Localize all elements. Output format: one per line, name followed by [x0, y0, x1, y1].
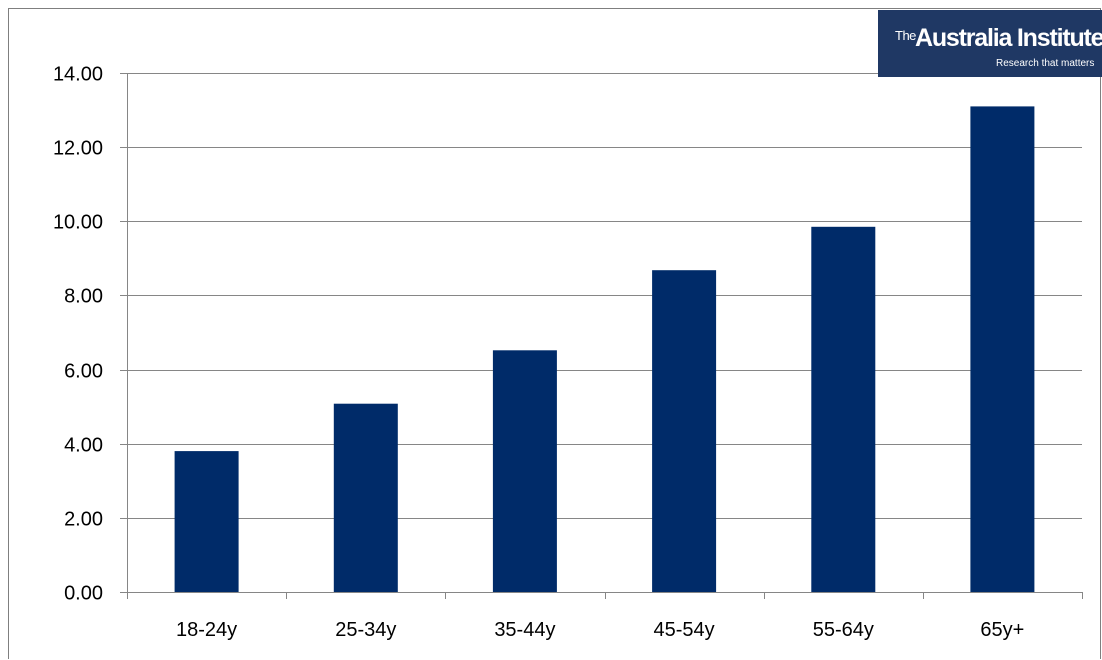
bar-55-64y	[811, 226, 876, 593]
x-tick-label: 25-34y	[335, 619, 396, 641]
bar-18-24y	[174, 451, 239, 592]
logo-name: Australia Institute	[915, 24, 1102, 52]
x-tick-label: 18-24y	[176, 619, 237, 641]
bar-25-34y	[333, 403, 398, 592]
y-tick-label: 12.00	[53, 138, 103, 160]
y-tick-label: 6.00	[64, 361, 103, 383]
bar-65y+	[970, 106, 1035, 593]
x-axis-tick-labels: 18-24y 25-34y 35-44y 45-54y 55-64y 65y+	[176, 619, 1024, 641]
bar-35-44y	[492, 350, 557, 592]
x-tick-label: 45-54y	[654, 619, 715, 641]
y-tick-label: 8.00	[64, 286, 103, 308]
y-axis-tick-labels: 0.00 2.00 4.00 6.00 8.00 10.00 12.00 14.00	[53, 64, 103, 605]
logo-tagline: Research that matters	[996, 58, 1095, 69]
x-tick-label: 55-64y	[813, 619, 874, 641]
y-tick-label: 10.00	[53, 212, 103, 234]
australia-institute-logo: The Australia Institute Research that ma…	[878, 10, 1102, 77]
y-tick-label: 0.00	[64, 583, 103, 605]
x-tick-label: 65y+	[980, 619, 1024, 641]
bars	[174, 106, 1035, 593]
y-tick-label: 2.00	[64, 509, 103, 531]
axes	[120, 73, 1083, 599]
y-tick-label: 14.00	[53, 64, 103, 86]
gridlines	[127, 73, 1082, 519]
y-tick-label: 4.00	[64, 435, 103, 457]
x-tick-label: 35-44y	[494, 619, 555, 641]
logo-prefix: The	[895, 28, 916, 43]
bar-45-54y	[652, 270, 717, 592]
